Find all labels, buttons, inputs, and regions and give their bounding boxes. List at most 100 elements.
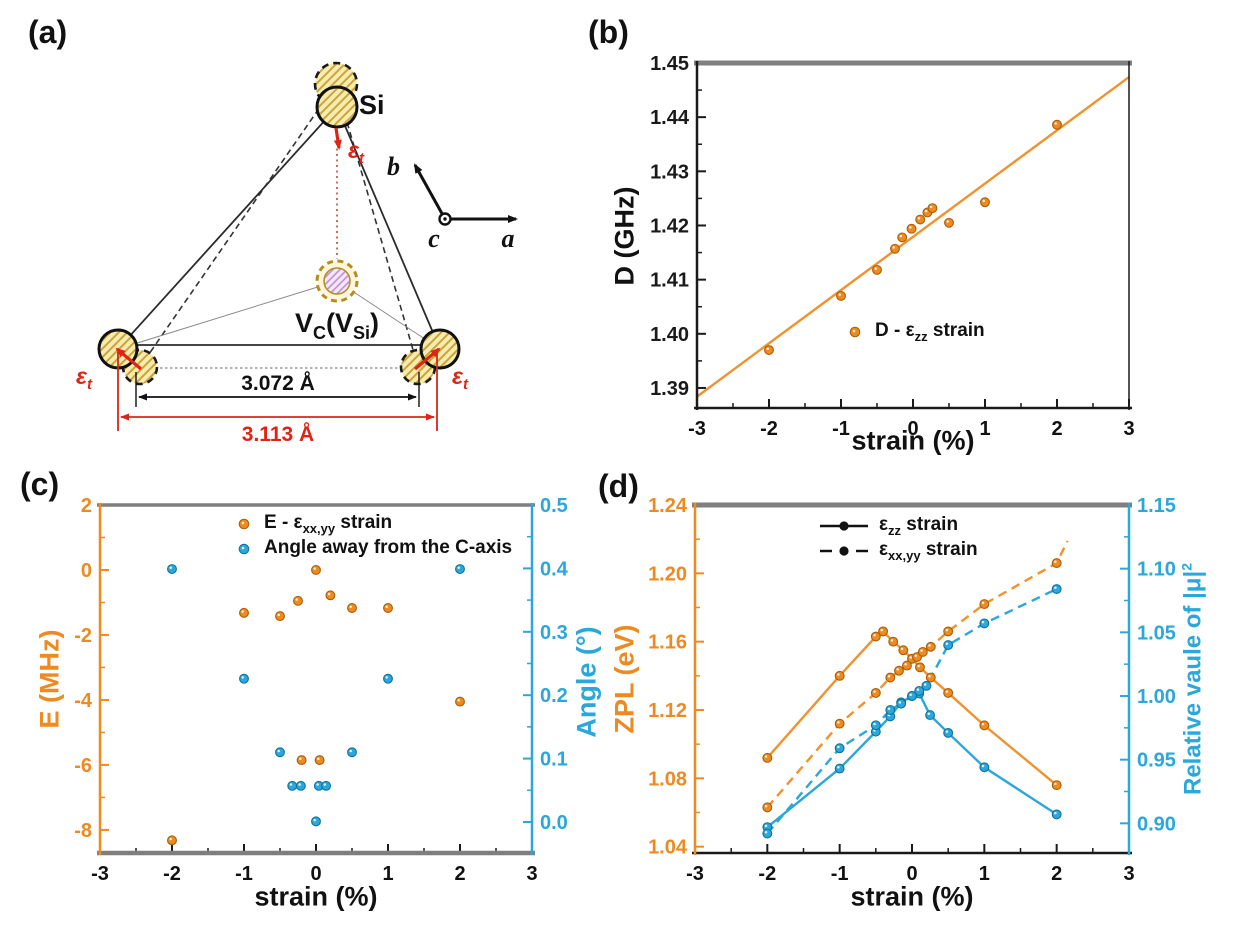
svg-text:-6: -6 (74, 755, 92, 777)
data-point (878, 626, 889, 637)
data-point (898, 645, 909, 656)
svg-text:1.44: 1.44 (650, 107, 690, 129)
axis-ticks: -3 -2 -1 0 1 2 3 1.39 1.40 1.41 1.42 1.43 1.44 1.45 (650, 53, 1135, 440)
svg-text:3: 3 (1123, 863, 1134, 885)
legend-label: D - εzz strain (875, 320, 985, 344)
strain-arrows (115, 127, 441, 371)
plot-borders (692, 502, 1132, 855)
panel-c-chart-E-and-angle-vs-strain: -3 -2 -1 0 1 2 3 2 0 -2 -4 -6 -8 0.0 0.1 0.2 0.3 0.4 0.5 E… (0, 470, 620, 940)
svg-text:0.90: 0.90 (1137, 813, 1176, 835)
strain-label-top: εt (348, 137, 365, 167)
data-point (834, 743, 845, 754)
panel-label-d: (d) (598, 468, 639, 504)
data-point (1051, 809, 1062, 820)
svg-text:1.40: 1.40 (650, 324, 689, 346)
data-point (872, 264, 882, 275)
svg-text:-1: -1 (235, 863, 253, 885)
a-axis-label: a (502, 224, 515, 253)
svg-text:-2: -2 (758, 863, 776, 885)
zpl-ezz-line (766, 629, 1058, 787)
vacancy-bond-lines (117, 280, 441, 350)
data-point (925, 641, 936, 652)
data-point (915, 662, 925, 673)
svg-text:1.45: 1.45 (650, 53, 689, 75)
svg-text:1.16: 1.16 (648, 632, 687, 654)
svg-text:0: 0 (906, 863, 917, 885)
data-point (917, 646, 928, 657)
data-point (943, 640, 954, 651)
svg-text:0.4: 0.4 (540, 558, 569, 580)
b-y-axis-title: D (GHz) (609, 186, 640, 286)
data-point (455, 564, 465, 574)
data-point (293, 595, 303, 606)
data-point (979, 618, 990, 629)
series-markers (762, 558, 1062, 839)
data-point (383, 673, 393, 684)
chart-b-svg: -3 -2 -1 0 1 2 3 1.39 1.40 1.41 1.42 1.43 1.44 1.45 (650, 53, 1135, 440)
data-point (980, 197, 990, 208)
data-point (296, 755, 307, 766)
series-lines (696, 76, 1130, 398)
svg-text:0.1: 0.1 (540, 749, 568, 771)
outer-distance-label: 3.113 Å (242, 422, 314, 446)
data-point (311, 565, 321, 575)
data-point (275, 747, 285, 758)
svg-text:-1: -1 (831, 863, 849, 885)
axis-ticks: -3 -2 -1 0 1 2 3 2 0 -2 -4 -6 -8 0.0 0.1 0.2 0.3 0.4 0.5 (74, 495, 568, 885)
svg-text:-3: -3 (91, 863, 109, 885)
panel-b-chart-D-vs-strain: -3 -2 -1 0 1 2 3 1.39 1.40 1.41 1.42 1.43 1.44 1.45 D… (580, 0, 1239, 470)
legend-item: E - εxx,yy strain (233, 512, 512, 536)
si-atom-top (313, 61, 359, 129)
svg-text:2: 2 (1051, 418, 1062, 440)
c-axis-label: c (428, 224, 440, 253)
panel-label-a: (a) (28, 14, 68, 50)
svg-text:-2: -2 (760, 418, 778, 440)
data-point (870, 687, 881, 698)
data-point (890, 243, 900, 254)
data-point (455, 696, 465, 707)
data-point (914, 685, 925, 696)
data-point (927, 203, 938, 214)
data-point (275, 611, 285, 622)
data-point (979, 599, 990, 610)
series-markers (167, 564, 465, 846)
legend-item: D - εzz strain (844, 320, 985, 344)
data-point (321, 780, 332, 791)
data-point (239, 607, 249, 618)
svg-text:-1: -1 (832, 418, 850, 440)
svg-text:-2: -2 (163, 863, 181, 885)
legend-label: E - εxx,yy strain (264, 512, 393, 536)
svg-text:0.5: 0.5 (540, 495, 568, 517)
svg-text:0: 0 (907, 418, 918, 440)
data-point (943, 727, 954, 738)
diagram-svg: Si VC(VSi) εt εt εt b c a 3.072 Å 3.113 … (76, 61, 518, 446)
strain-label-bottom-left: εt (76, 363, 93, 393)
chart-c-svg: -3 -2 -1 0 1 2 3 2 0 -2 -4 -6 -8 0.0 0.1 0.2 0.3 0.4 0.5 (74, 495, 568, 885)
svg-text:1.41: 1.41 (650, 270, 689, 292)
svg-text:1.10: 1.10 (1137, 559, 1176, 581)
b-legend: D - εzz strain (844, 320, 985, 344)
svg-text:0.3: 0.3 (540, 622, 568, 644)
solid-line-dot-marker-icon (820, 521, 868, 531)
data-point (347, 603, 357, 613)
data-point (239, 673, 249, 684)
dimension-inner (135, 372, 420, 407)
data-point (885, 672, 896, 683)
svg-text:0.0: 0.0 (540, 812, 568, 834)
svg-text:-4: -4 (74, 690, 93, 712)
vacancy-site (315, 259, 359, 303)
data-point (888, 636, 899, 647)
svg-text:3: 3 (526, 863, 537, 885)
svg-text:-2: -2 (74, 625, 92, 647)
data-point (836, 290, 846, 301)
svg-text:0: 0 (310, 863, 321, 885)
panel-label-c: (c) (20, 466, 60, 502)
data-point (915, 214, 926, 225)
svg-text:2: 2 (81, 495, 92, 517)
svg-text:1.15: 1.15 (1137, 495, 1176, 517)
c-y2-axis-title: Angle (°) (571, 626, 602, 738)
plot-borders (694, 60, 1132, 410)
b-axis-arrow (413, 163, 447, 220)
d-x-axis-title: strain (%) (850, 881, 974, 912)
legend-item: Angle away from the C-axis (233, 537, 512, 561)
